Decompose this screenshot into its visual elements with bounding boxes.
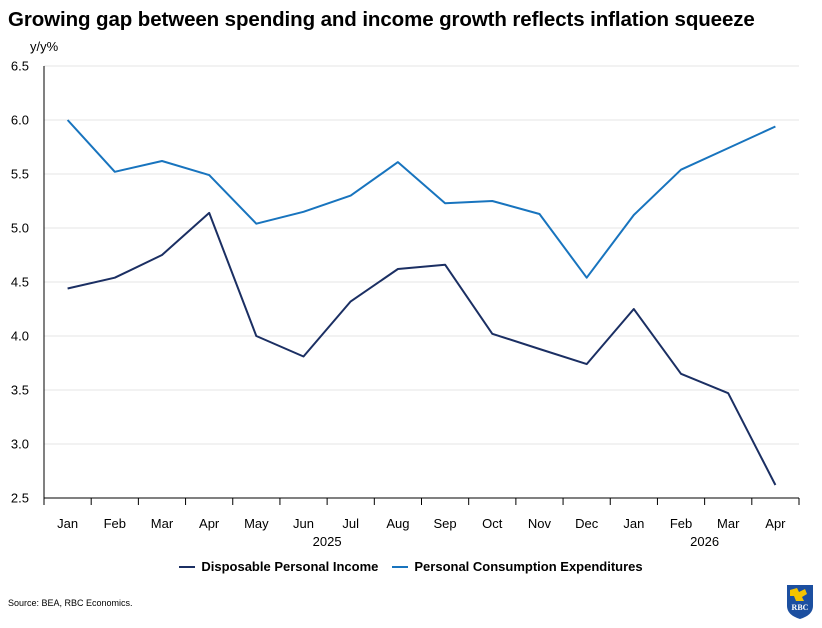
legend-label-income: Disposable Personal Income xyxy=(201,559,379,574)
x-tick-label: May xyxy=(244,516,269,531)
legend-item-spending: Personal Consumption Expenditures xyxy=(392,559,643,574)
y-tick-label: 4.5 xyxy=(11,275,29,290)
x-tick-label: Jul xyxy=(342,516,359,531)
line-chart: 2.5 3.0 3.5 4.0 4.5 5.0 5.5 6.0 6.5 Jan Feb Mar Apr M… xyxy=(11,59,800,549)
income-line xyxy=(67,211,777,486)
legend-item-income: Disposable Personal Income xyxy=(179,559,378,574)
legend-swatch-spending xyxy=(392,565,409,568)
x-tick-label: Feb xyxy=(670,516,692,531)
legend-label-spending: Personal Consumption Expenditures xyxy=(414,559,643,574)
legend: Disposable Personal Income Personal Cons… xyxy=(0,559,822,574)
y-tick-label: 2.5 xyxy=(11,491,29,506)
rbc-lion-logo-icon: RBC xyxy=(787,585,813,619)
spending-line xyxy=(66,119,776,279)
y-axis-unit: y/y% xyxy=(30,39,59,54)
x-tick-label: Apr xyxy=(765,516,786,531)
x-year-label: 2025 xyxy=(313,534,342,549)
x-tick-label: Mar xyxy=(717,516,740,531)
chart-title: Growing gap between spending and income … xyxy=(8,8,755,31)
x-tick-label: Aug xyxy=(386,516,409,531)
y-tick-label: 6.0 xyxy=(11,113,29,128)
y-tick-label: 3.0 xyxy=(11,437,29,452)
y-tick-label: 5.0 xyxy=(11,221,29,236)
x-tick-label: Jun xyxy=(293,516,314,531)
x-tick-label: Apr xyxy=(199,516,220,531)
logo-text: RBC xyxy=(792,603,809,612)
y-tick-label: 4.0 xyxy=(11,329,29,344)
legend-swatch-income xyxy=(179,565,196,568)
x-year-label: 2026 xyxy=(690,534,719,549)
x-tick-label: Dec xyxy=(575,516,599,531)
x-tick-label: Jan xyxy=(57,516,78,531)
x-tick-label: Feb xyxy=(104,516,126,531)
x-tick-label: Sep xyxy=(434,516,457,531)
x-tick-label: Nov xyxy=(528,516,552,531)
y-tick-label: 6.5 xyxy=(11,59,29,74)
y-tick-label: 5.5 xyxy=(11,167,29,182)
x-tick-label: Jan xyxy=(623,516,644,531)
x-tick-label: Mar xyxy=(151,516,174,531)
y-tick-label: 3.5 xyxy=(11,383,29,398)
source-note: Source: BEA, RBC Economics. xyxy=(8,598,133,608)
x-tick-label: Oct xyxy=(482,516,503,531)
